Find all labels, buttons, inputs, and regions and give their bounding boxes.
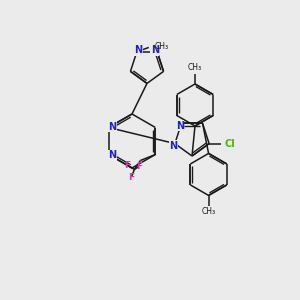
Text: N: N	[176, 121, 184, 131]
Text: N: N	[108, 122, 116, 132]
Text: N: N	[108, 150, 116, 161]
Text: CH₃: CH₃	[188, 63, 202, 72]
Text: F: F	[128, 172, 134, 182]
Text: CH₃: CH₃	[202, 207, 216, 216]
Text: F: F	[124, 160, 130, 169]
Text: Cl: Cl	[225, 139, 236, 148]
Text: N: N	[151, 45, 159, 56]
Text: N: N	[134, 45, 142, 56]
Text: F: F	[136, 162, 142, 171]
Text: CH₃: CH₃	[154, 42, 168, 51]
Text: N: N	[169, 141, 177, 151]
